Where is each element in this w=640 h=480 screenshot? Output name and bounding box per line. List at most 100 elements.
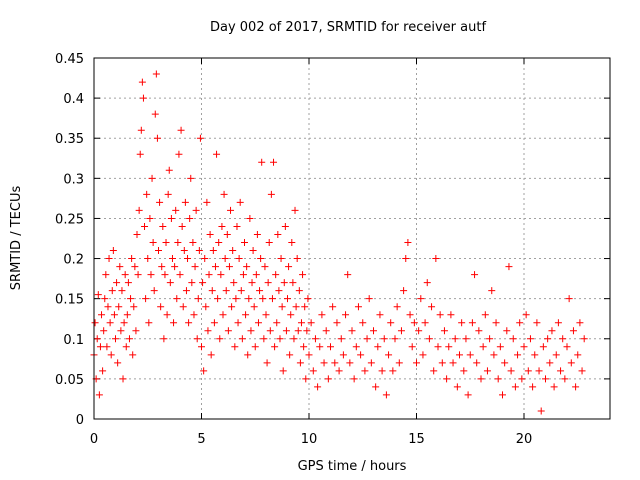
- data-point: [123, 311, 131, 319]
- plot-frame: [93, 57, 611, 420]
- data-point: [207, 351, 215, 359]
- data-point: [104, 303, 112, 311]
- data-point: [209, 247, 217, 255]
- data-point: [327, 343, 334, 351]
- data-point: [507, 367, 515, 375]
- data-point: [152, 70, 160, 78]
- data-point: [309, 367, 317, 375]
- data-point: [112, 335, 119, 343]
- data-point: [314, 383, 322, 391]
- data-point: [221, 255, 229, 263]
- data-point: [350, 375, 358, 383]
- data-point: [113, 279, 121, 287]
- data-point: [518, 375, 526, 383]
- y-tick-label: 0.45: [55, 52, 84, 67]
- data-point: [133, 230, 141, 238]
- data-point: [115, 303, 123, 311]
- data-point: [157, 303, 165, 311]
- data-point: [331, 359, 339, 367]
- data-point: [481, 311, 489, 319]
- data-point: [137, 126, 145, 134]
- data-point: [305, 351, 313, 359]
- data-point: [365, 295, 373, 303]
- data-point: [281, 222, 289, 230]
- data-point: [206, 230, 214, 238]
- data-point: [107, 351, 115, 359]
- data-point: [187, 174, 195, 182]
- data-point: [447, 311, 455, 319]
- data-point: [100, 327, 108, 335]
- data-point: [499, 391, 506, 399]
- data-point: [357, 351, 365, 359]
- data-point: [246, 214, 254, 222]
- data-point: [120, 319, 128, 327]
- data-point: [179, 303, 187, 311]
- data-point: [535, 367, 543, 375]
- data-point: [203, 198, 211, 206]
- data-point: [225, 263, 233, 271]
- data-point: [178, 222, 186, 230]
- data-point: [258, 158, 266, 166]
- data-point: [537, 407, 545, 415]
- data-point: [280, 279, 288, 287]
- data-point: [522, 311, 530, 319]
- y-axis-label: SRMTID / TECUs: [9, 186, 24, 291]
- data-point: [526, 335, 534, 343]
- data-point: [574, 351, 582, 359]
- data-point: [239, 271, 247, 279]
- data-point: [415, 327, 423, 335]
- data-point: [200, 367, 208, 375]
- data-point: [488, 287, 496, 295]
- data-point: [453, 383, 461, 391]
- data-point: [563, 343, 571, 351]
- data-point: [419, 351, 427, 359]
- data-point: [124, 279, 132, 287]
- data-point: [121, 271, 129, 279]
- data-point: [277, 255, 285, 263]
- data-point: [215, 239, 223, 247]
- data-point: [524, 367, 532, 375]
- data-point: [188, 279, 196, 287]
- data-point: [264, 279, 272, 287]
- data-point: [531, 351, 539, 359]
- data-point: [479, 343, 487, 351]
- data-point: [417, 295, 425, 303]
- data-point: [387, 319, 395, 327]
- data-point: [254, 319, 262, 327]
- y-tick-label: 0.1: [63, 333, 84, 348]
- data-point: [289, 279, 297, 287]
- data-point: [257, 255, 265, 263]
- data-point: [565, 295, 573, 303]
- y-tick-label: 0.4: [63, 92, 84, 107]
- data-point: [363, 335, 371, 343]
- data-point: [434, 343, 442, 351]
- data-point: [222, 287, 230, 295]
- data-point: [148, 174, 156, 182]
- data-point: [110, 311, 118, 319]
- data-point: [483, 367, 491, 375]
- data-point: [132, 327, 140, 335]
- data-point: [329, 303, 337, 311]
- data-point: [274, 230, 282, 238]
- data-point: [302, 375, 310, 383]
- data-point: [189, 239, 197, 247]
- data-point: [130, 303, 138, 311]
- data-point: [263, 359, 271, 367]
- data-point: [539, 343, 547, 351]
- data-point: [175, 150, 183, 158]
- data-point: [139, 94, 147, 102]
- data-point: [125, 335, 133, 343]
- data-points: [90, 70, 588, 415]
- data-point: [406, 311, 414, 319]
- data-point: [155, 247, 162, 255]
- data-point: [122, 343, 130, 351]
- data-point: [159, 222, 167, 230]
- data-point: [102, 271, 110, 279]
- data-point: [204, 327, 212, 335]
- data-point: [352, 343, 360, 351]
- data-point: [201, 255, 209, 263]
- data-point: [490, 351, 498, 359]
- data-point: [423, 279, 431, 287]
- data-point: [284, 295, 291, 303]
- data-point: [548, 327, 556, 335]
